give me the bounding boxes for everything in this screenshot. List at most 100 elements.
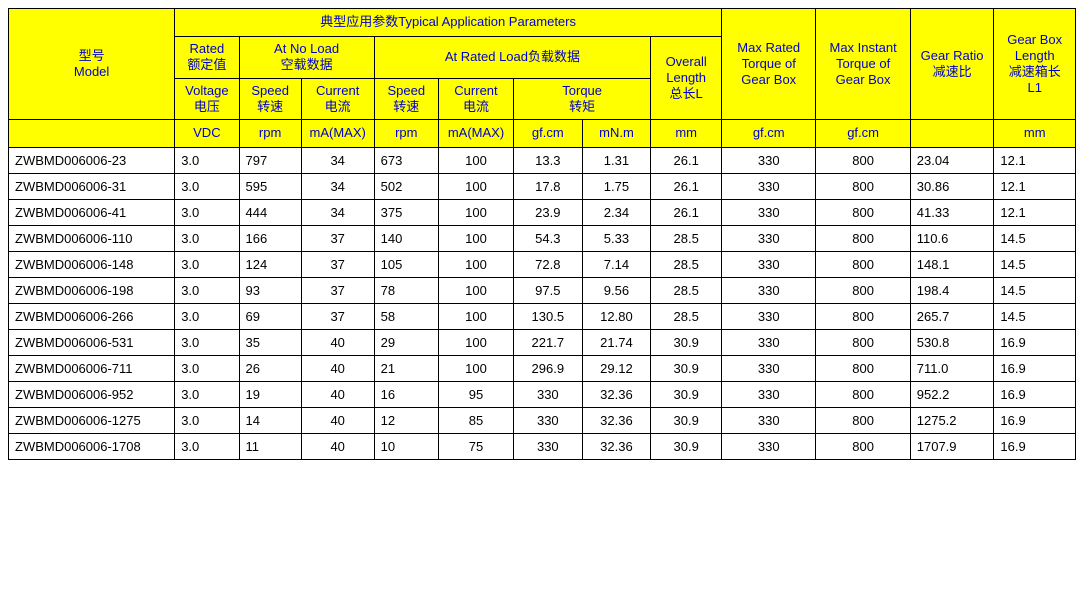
- table-row: ZWBMD006006-17083.01140107533032.3630.93…: [9, 434, 1076, 460]
- cell-model: ZWBMD006006-41: [9, 200, 175, 226]
- col-rated: Rated额定值: [175, 37, 239, 79]
- cell-len: 28.5: [651, 226, 722, 252]
- cell-tq1: 13.3: [514, 148, 583, 174]
- col-nlspeed: Speed转速: [239, 78, 301, 120]
- cell-gr: 711.0: [910, 356, 994, 382]
- cell-rlspeed: 78: [374, 278, 438, 304]
- cell-tq1: 296.9: [514, 356, 583, 382]
- cell-vdc: 3.0: [175, 174, 239, 200]
- cell-model: ZWBMD006006-1275: [9, 408, 175, 434]
- cell-nlspeed: 595: [239, 174, 301, 200]
- cell-nlcur: 34: [301, 148, 374, 174]
- cell-nlspeed: 797: [239, 148, 301, 174]
- cell-len: 30.9: [651, 330, 722, 356]
- cell-gbl: 16.9: [994, 356, 1076, 382]
- cell-tq2: 1.75: [582, 174, 651, 200]
- cell-len: 28.5: [651, 278, 722, 304]
- cell-rlspeed: 375: [374, 200, 438, 226]
- cell-len: 30.9: [651, 356, 722, 382]
- cell-tq2: 7.14: [582, 252, 651, 278]
- cell-gbl: 12.1: [994, 174, 1076, 200]
- cell-gr: 30.86: [910, 174, 994, 200]
- unit-mm1: mm: [651, 120, 722, 148]
- table-row: ZWBMD006006-2663.0693758100130.512.8028.…: [9, 304, 1076, 330]
- col-gearratio: Gear Ratio减速比: [910, 9, 994, 120]
- cell-nlcur: 40: [301, 382, 374, 408]
- cell-vdc: 3.0: [175, 408, 239, 434]
- cell-gbl: 14.5: [994, 304, 1076, 330]
- cell-model: ZWBMD006006-711: [9, 356, 175, 382]
- cell-len: 30.9: [651, 382, 722, 408]
- col-maxinst: Max InstantTorque ofGear Box: [816, 9, 910, 120]
- col-typical: 典型应用参数Typical Application Parameters: [175, 9, 722, 37]
- cell-rlspeed: 29: [374, 330, 438, 356]
- cell-nlspeed: 26: [239, 356, 301, 382]
- cell-tq1: 130.5: [514, 304, 583, 330]
- unit-mnm: mN.m: [582, 120, 651, 148]
- cell-tq1: 97.5: [514, 278, 583, 304]
- cell-tq1: 330: [514, 382, 583, 408]
- unit-blank: [9, 120, 175, 148]
- cell-maxr: 330: [722, 278, 816, 304]
- unit-rpm2: rpm: [374, 120, 438, 148]
- cell-rlcur: 75: [438, 434, 513, 460]
- cell-maxi: 800: [816, 408, 910, 434]
- cell-rlcur: 100: [438, 226, 513, 252]
- cell-tq1: 17.8: [514, 174, 583, 200]
- cell-tq2: 32.36: [582, 382, 651, 408]
- cell-maxi: 800: [816, 252, 910, 278]
- cell-nlcur: 37: [301, 252, 374, 278]
- cell-vdc: 3.0: [175, 252, 239, 278]
- cell-gr: 148.1: [910, 252, 994, 278]
- cell-nlspeed: 93: [239, 278, 301, 304]
- cell-rlspeed: 673: [374, 148, 438, 174]
- cell-vdc: 3.0: [175, 356, 239, 382]
- cell-nlcur: 37: [301, 278, 374, 304]
- cell-len: 26.1: [651, 200, 722, 226]
- cell-model: ZWBMD006006-1708: [9, 434, 175, 460]
- table-row: ZWBMD006006-7113.0264021100296.929.1230.…: [9, 356, 1076, 382]
- table-body: ZWBMD006006-233.07973467310013.31.3126.1…: [9, 148, 1076, 460]
- table-header: 型号Model 典型应用参数Typical Application Parame…: [9, 9, 1076, 148]
- unit-ma1: mA(MAX): [301, 120, 374, 148]
- col-torque: Torque转矩: [514, 78, 651, 120]
- cell-model: ZWBMD006006-266: [9, 304, 175, 330]
- cell-gbl: 16.9: [994, 382, 1076, 408]
- unit-gfcm2: gf.cm: [722, 120, 816, 148]
- cell-tq1: 330: [514, 434, 583, 460]
- cell-vdc: 3.0: [175, 278, 239, 304]
- cell-vdc: 3.0: [175, 200, 239, 226]
- cell-nlspeed: 35: [239, 330, 301, 356]
- cell-maxr: 330: [722, 434, 816, 460]
- cell-nlspeed: 166: [239, 226, 301, 252]
- unit-gfcm1: gf.cm: [514, 120, 583, 148]
- cell-maxi: 800: [816, 200, 910, 226]
- cell-rlcur: 85: [438, 408, 513, 434]
- cell-maxr: 330: [722, 148, 816, 174]
- unit-rpm1: rpm: [239, 120, 301, 148]
- cell-rlspeed: 140: [374, 226, 438, 252]
- cell-vdc: 3.0: [175, 304, 239, 330]
- cell-maxr: 330: [722, 200, 816, 226]
- col-nlcur: Current电流: [301, 78, 374, 120]
- cell-maxr: 330: [722, 382, 816, 408]
- cell-maxr: 330: [722, 330, 816, 356]
- cell-nlcur: 40: [301, 356, 374, 382]
- cell-tq2: 32.36: [582, 434, 651, 460]
- cell-tq2: 2.34: [582, 200, 651, 226]
- unit-gfcm3: gf.cm: [816, 120, 910, 148]
- cell-gbl: 16.9: [994, 434, 1076, 460]
- col-voltage: Voltage电压: [175, 78, 239, 120]
- cell-gbl: 14.5: [994, 252, 1076, 278]
- cell-tq2: 21.74: [582, 330, 651, 356]
- cell-rlcur: 100: [438, 148, 513, 174]
- unit-blank2: [910, 120, 994, 148]
- table-row: ZWBMD006006-9523.01940169533032.3630.933…: [9, 382, 1076, 408]
- cell-rlspeed: 105: [374, 252, 438, 278]
- cell-gr: 41.33: [910, 200, 994, 226]
- cell-maxi: 800: [816, 382, 910, 408]
- cell-maxi: 800: [816, 304, 910, 330]
- col-model: 型号Model: [9, 9, 175, 120]
- cell-nlspeed: 124: [239, 252, 301, 278]
- cell-rlspeed: 10: [374, 434, 438, 460]
